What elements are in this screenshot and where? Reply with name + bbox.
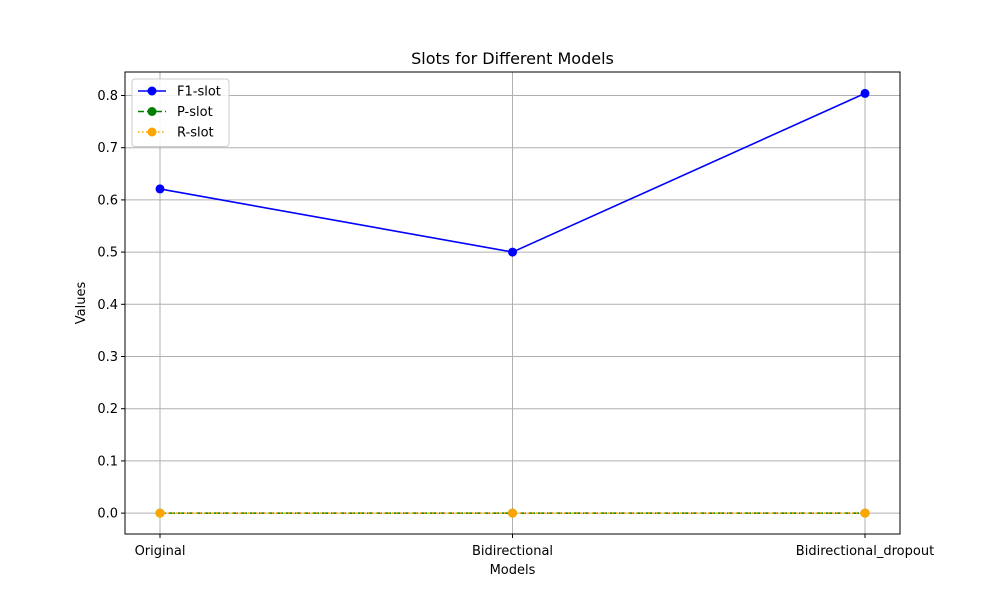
legend-label: F1-slot: [177, 85, 221, 100]
legend-box: [131, 78, 230, 147]
legend: F1-slot P-slot R-slot: [131, 78, 230, 147]
y-tick-label: 0.8: [97, 89, 118, 104]
legend-label: P-slot: [177, 105, 213, 120]
data-point: [508, 508, 517, 518]
x-tick-label: Bidirectional_dropout: [796, 544, 934, 559]
y-tick-label: 0.1: [97, 454, 118, 469]
legend-marker: [147, 127, 157, 137]
y-tick-label: 0.3: [97, 350, 118, 365]
x-axis-label: Models: [490, 563, 536, 578]
y-axis-label: Values: [74, 282, 89, 325]
y-tick-label: 0.0: [97, 507, 118, 522]
y-tick-label: 0.2: [97, 402, 118, 417]
data-point: [860, 508, 870, 518]
legend-marker: [147, 107, 157, 116]
data-point: [155, 508, 165, 518]
chart-title: Slots for Different Models: [411, 49, 614, 68]
axes: 0.0 0.1 0.2 0.3 0.4 0.5 0.6 0.7 0.8 Original Bidir…: [97, 89, 934, 559]
legend-marker: [147, 86, 157, 96]
y-tick-label: 0.6: [97, 193, 118, 208]
series-layer: [155, 88, 870, 518]
series-f1-slot: [155, 88, 870, 257]
y-tick-label: 0.7: [97, 141, 118, 156]
x-tick-label: Bidirectional: [472, 544, 553, 559]
x-tick-label: Original: [135, 544, 186, 559]
data-point: [508, 247, 517, 257]
y-tick-label: 0.5: [97, 246, 118, 261]
data-point: [860, 88, 870, 98]
series-r-slot: [155, 508, 870, 518]
y-tick-label: 0.4: [97, 298, 118, 313]
grid: [125, 72, 900, 534]
legend-label: R-slot: [177, 126, 214, 141]
data-point: [155, 184, 165, 194]
